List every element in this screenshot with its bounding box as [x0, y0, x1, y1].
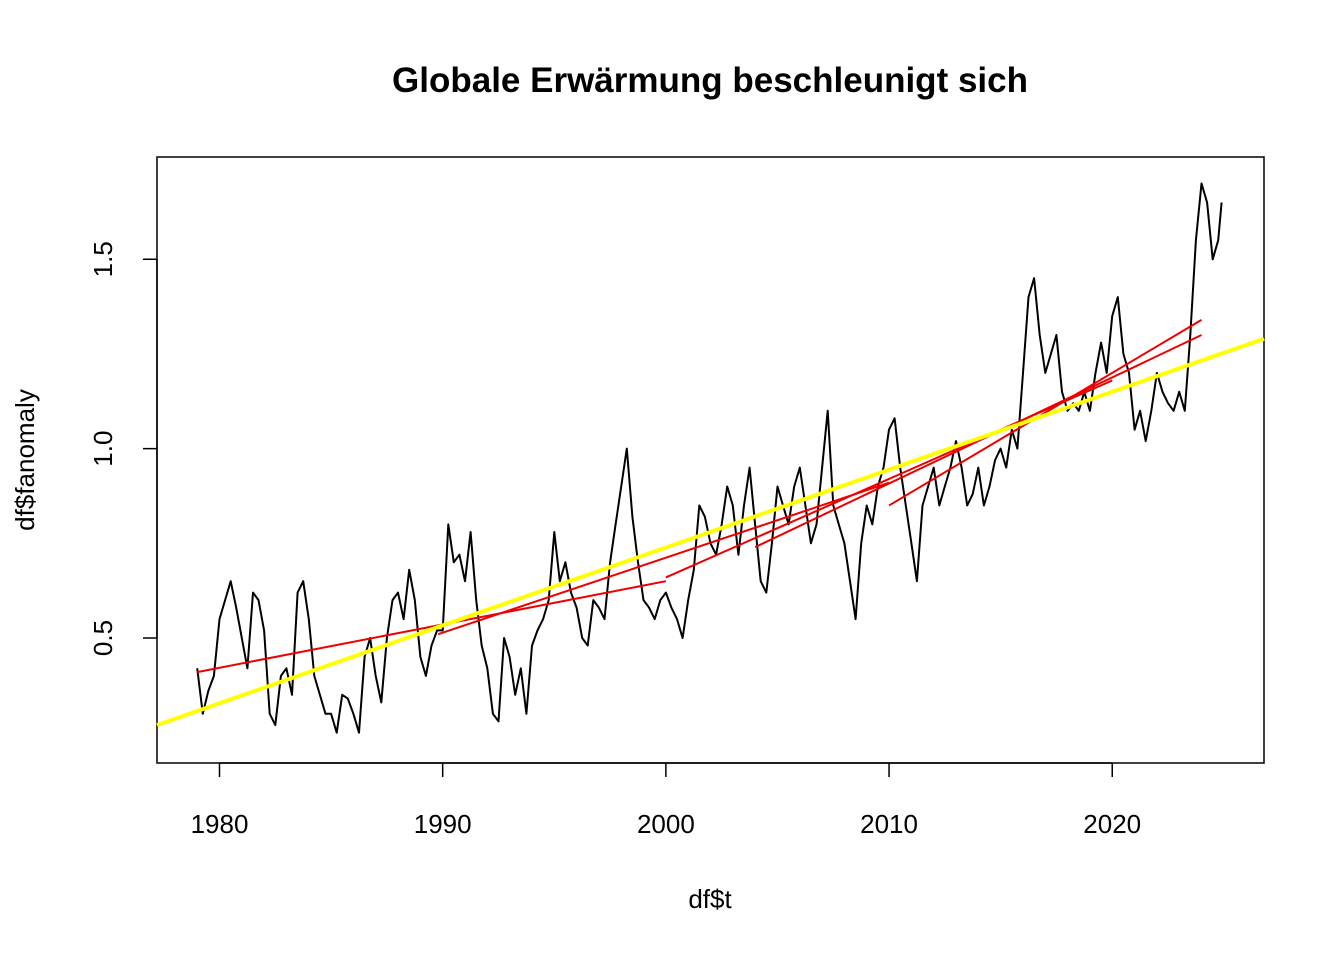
x-axis: 1980 1990 2000 2010 2020	[191, 762, 1141, 839]
x-axis-label: df$t	[688, 884, 732, 914]
segment-trend-line	[437, 481, 890, 636]
segment-trend-line	[754, 334, 1202, 549]
segment-trend-line	[196, 580, 667, 674]
y-axis: 0.5 1.0 1.5	[88, 241, 158, 656]
y-tick-label: 0.5	[88, 620, 118, 656]
x-tick-label: 2010	[860, 809, 918, 839]
trend-layer	[156, 319, 1265, 728]
y-tick-label: 1.5	[88, 241, 118, 277]
chart-title: Globale Erwärmung beschleunigt sich	[392, 61, 1028, 100]
x-tick-label: 1990	[414, 809, 472, 839]
y-tick-label: 1.0	[88, 431, 118, 467]
x-tick-label: 2020	[1083, 809, 1141, 839]
y-axis-label: df$fanomaly	[10, 389, 40, 531]
plot-frame	[156, 156, 1265, 764]
x-tick-label: 1980	[191, 809, 249, 839]
segment-trend-line	[888, 319, 1203, 507]
x-tick-label: 2000	[637, 809, 695, 839]
series-layer	[196, 182, 1223, 734]
overall-trend-line	[156, 336, 1265, 728]
anomaly-series-line	[196, 182, 1223, 734]
